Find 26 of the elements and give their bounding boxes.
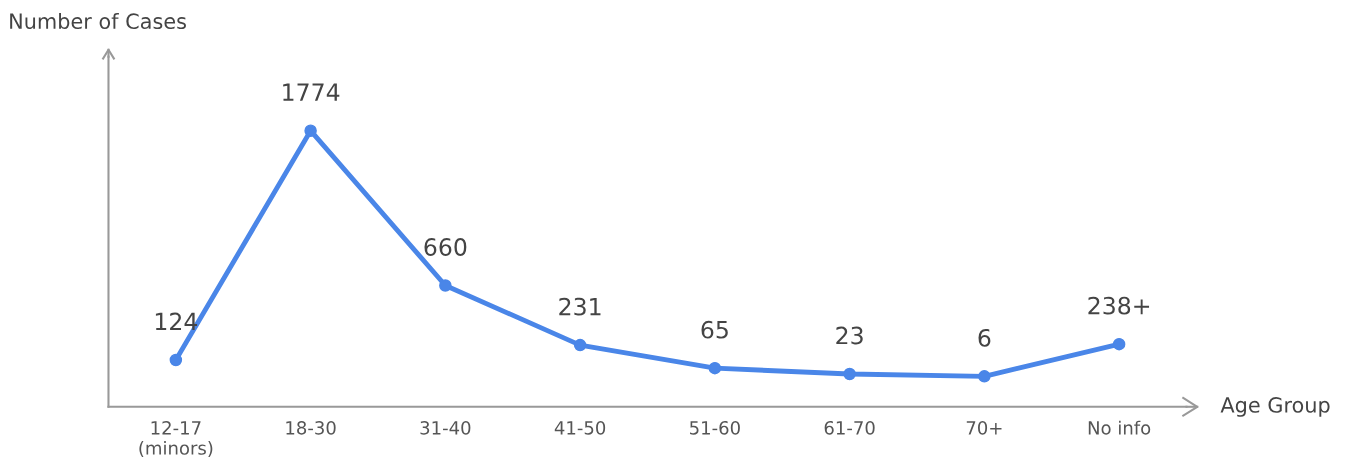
data-label: 6 <box>978 328 991 347</box>
data-label: 124 <box>155 312 198 331</box>
x-tick-label: 18-30 <box>286 420 336 435</box>
point <box>304 124 317 137</box>
x-tick-label: 41-50 <box>554 420 606 435</box>
point <box>708 361 722 375</box>
point <box>1112 337 1126 351</box>
x-tick-label: 70+ <box>966 420 1002 435</box>
point <box>573 338 587 352</box>
data-label: 660 <box>424 238 467 256</box>
point <box>439 279 452 292</box>
x-tick-label: 12-17 (minors) <box>139 420 213 457</box>
point <box>169 353 183 367</box>
x-tick-label: No info <box>1088 420 1151 435</box>
x-tick-label: 51-60 <box>690 420 740 435</box>
x-tick-label: 31-40 <box>420 420 471 435</box>
data-label: 1774 <box>283 83 340 101</box>
data-label: 231 <box>559 297 601 316</box>
x-tick-label: 61-70 <box>824 420 875 435</box>
data-label: 238+ <box>1088 296 1150 315</box>
point <box>978 370 991 383</box>
data-label: 23 <box>836 326 863 345</box>
x-axis-title: Age Group <box>1220 397 1330 417</box>
data-label: 65 <box>701 320 728 339</box>
y-axis-title: Number of Cases <box>10 12 186 30</box>
point <box>843 367 856 381</box>
